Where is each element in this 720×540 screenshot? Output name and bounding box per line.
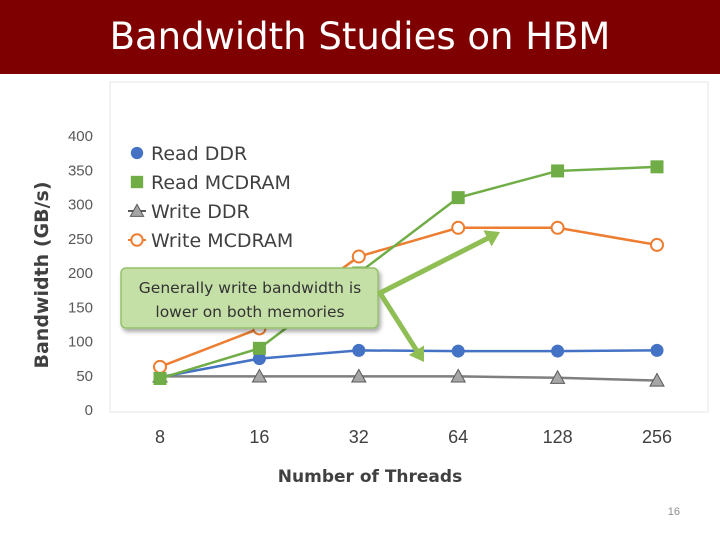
data-point (351, 249, 366, 264)
x-tick-label: 128 (543, 427, 573, 447)
legend-label: Read DDR (151, 143, 247, 165)
legend-label: Read MCDRAM (151, 172, 291, 194)
arrow-shaft (377, 290, 419, 353)
data-point (153, 371, 167, 385)
legend-label: Write MCDRAM (151, 230, 293, 252)
series-layer (152, 160, 665, 387)
y-axis: 0 50 100 150 200 250 300 350 400 (68, 128, 93, 419)
series-line (159, 226, 658, 369)
data-point (551, 344, 565, 358)
arrow-shaft (377, 235, 491, 296)
x-tick-label: 64 (448, 427, 468, 447)
callout: Generally write bandwidth is lower on bo… (120, 267, 379, 329)
legend-item: Write MCDRAM (128, 230, 293, 252)
data-point (451, 220, 466, 235)
y-tick-label: 200 (68, 265, 93, 282)
y-tick-label: 300 (68, 197, 93, 214)
data-point (650, 160, 664, 174)
legend-item: Write DDR (128, 201, 250, 223)
y-tick-label: 350 (68, 162, 93, 179)
data-point (549, 369, 566, 384)
data-point (251, 368, 268, 383)
data-point (252, 352, 266, 366)
legend-item: Read DDR (130, 143, 247, 165)
legend-item: Read MCDRAM (130, 172, 291, 194)
x-tick-label: 32 (349, 427, 369, 447)
title-bar (0, 0, 720, 74)
data-point (649, 372, 665, 387)
slide-title: Bandwidth Studies on HBM (109, 15, 611, 58)
callout-arrows (377, 230, 500, 362)
callout-box (120, 267, 379, 329)
data-point (450, 368, 467, 383)
y-tick-label: 400 (68, 128, 93, 145)
series-line (159, 349, 658, 379)
legend: Read DDR Read MCDRAM Write DDR Write MCDRAM (128, 143, 293, 252)
y-tick-label: 150 (68, 299, 93, 316)
legend-marker (130, 233, 144, 247)
y-tick-label: 0 (85, 402, 93, 419)
data-point (551, 164, 565, 178)
series-line (159, 165, 658, 380)
y-tick-label: 250 (68, 231, 93, 248)
data-point (350, 368, 367, 383)
x-axis: 8 16 32 64 128 256 (155, 427, 672, 447)
callout-line-2: lower on both memories (155, 303, 344, 321)
series-write-ddr (152, 368, 665, 387)
arrow-head (408, 345, 425, 362)
data-point (451, 344, 465, 358)
data-point (650, 343, 664, 357)
legend-label: Write DDR (151, 201, 250, 223)
y-tick-label: 50 (76, 368, 93, 385)
x-axis-title: Number of Threads (278, 467, 462, 487)
data-point (550, 220, 565, 235)
data-point (451, 191, 465, 205)
y-axis-title: Bandwidth (GB/s) (31, 181, 53, 368)
plot-frame (109, 81, 709, 413)
data-point (650, 237, 664, 252)
legend-marker (130, 146, 144, 160)
arrow-to-write-ddr (377, 290, 425, 362)
page-number: 16 (667, 506, 680, 518)
callout-line-1: Generally write bandwidth is (139, 279, 361, 297)
data-point (153, 359, 167, 374)
data-point (352, 343, 366, 357)
arrow-head (483, 230, 500, 247)
arrow-to-write-mcdram (377, 230, 500, 296)
x-tick-label: 8 (155, 427, 165, 447)
x-tick-label: 256 (642, 427, 672, 447)
legend-marker (130, 175, 144, 189)
legend-marker (129, 203, 145, 217)
data-point (252, 341, 266, 355)
series-line (160, 375, 658, 382)
y-tick-label: 100 (68, 334, 93, 351)
x-tick-label: 16 (249, 427, 269, 447)
